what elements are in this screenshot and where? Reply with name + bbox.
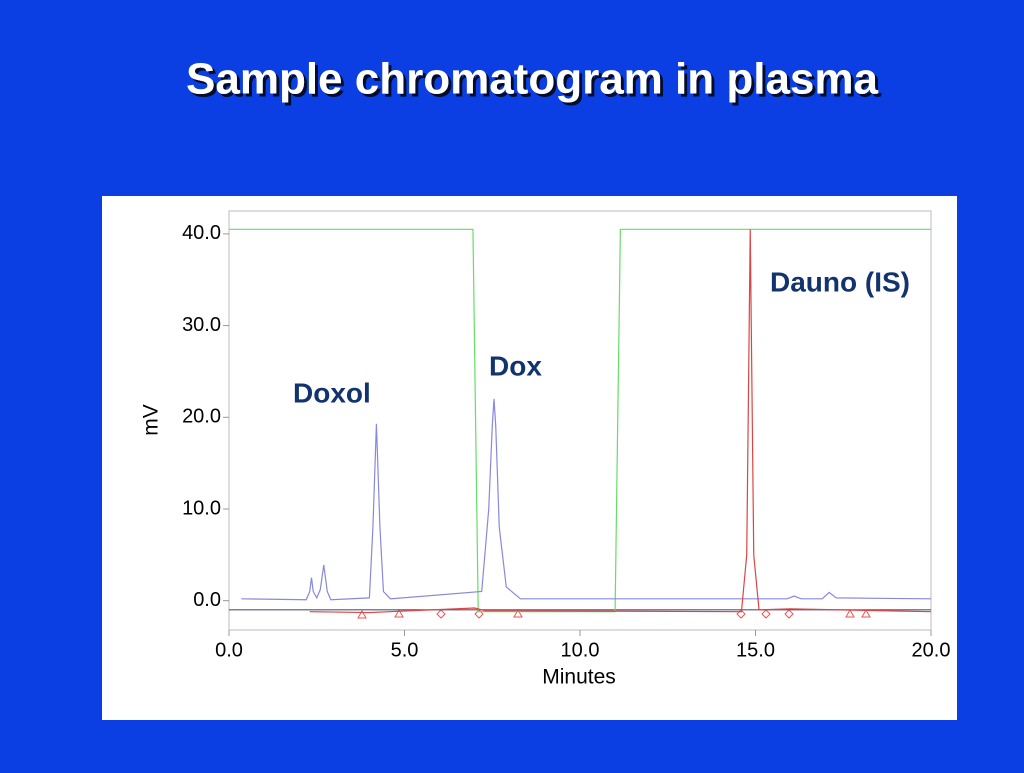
marker: [394, 608, 404, 618]
y-tick-label: 0.0: [193, 589, 221, 611]
peak-markers: [357, 608, 871, 619]
chart-title: Sample chromatogram in plasma: [186, 55, 879, 104]
marker: [436, 609, 446, 619]
y-tick-label: 20.0: [182, 406, 221, 428]
marker: [784, 609, 794, 619]
marker: [845, 608, 855, 618]
chart-panel: [102, 196, 957, 720]
y-tick-label: 40.0: [182, 222, 221, 244]
x-tick-label: 5.0: [391, 639, 419, 661]
marker: [513, 608, 523, 618]
trace: [241, 398, 932, 601]
x-tick-label: 20.0: [912, 639, 951, 661]
x-tick-label: 10.0: [561, 639, 600, 661]
x-axis-label: Minutes: [542, 666, 616, 689]
y-axis-label: mV: [140, 404, 163, 436]
x-tick-label: 15.0: [736, 639, 775, 661]
marker: [474, 609, 484, 619]
marker: [357, 609, 367, 619]
marker: [861, 608, 871, 618]
y-tick-label: 10.0: [182, 497, 221, 519]
marker: [761, 609, 771, 619]
trace: [229, 228, 931, 613]
peak-annotation: Doxol: [293, 377, 371, 408]
trace: [309, 229, 932, 614]
marker: [736, 609, 746, 619]
peak-annotation: Dauno (IS): [770, 266, 910, 297]
peak-annotation: Dox: [489, 350, 542, 381]
x-tick-label: 0.0: [215, 639, 243, 661]
y-tick-label: 30.0: [182, 314, 221, 336]
